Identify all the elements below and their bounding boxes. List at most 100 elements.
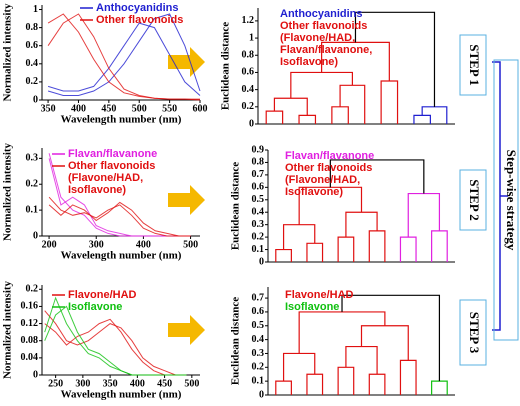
step-label: STEP 1 bbox=[467, 44, 482, 86]
cluster-label: Flavone/HAD bbox=[285, 289, 354, 301]
cluster-label: Other flavonoids (Flavone/HAD, Flavan/fl… bbox=[280, 20, 373, 68]
y-tick-label: 0.8 bbox=[26, 22, 39, 33]
y-tick-label: 0 bbox=[33, 94, 38, 105]
y-tick-label: 0 bbox=[33, 230, 38, 241]
dendrogram-link bbox=[407, 192, 441, 238]
dendrogram-link bbox=[431, 230, 448, 262]
cluster-label: Isoflavone bbox=[285, 301, 340, 313]
y-tick-label: 0.6 bbox=[26, 40, 39, 51]
y-axis-label: Normalized intensity bbox=[2, 280, 14, 379]
x-tick-label: 600 bbox=[193, 103, 208, 114]
step-label: STEP 2 bbox=[467, 179, 482, 221]
dendrogram-link bbox=[321, 41, 390, 82]
bracket bbox=[492, 61, 508, 331]
y-tick-label: 0.3 bbox=[252, 219, 265, 230]
spectrum-line bbox=[48, 196, 191, 237]
y-tick-label: 0.12 bbox=[21, 318, 39, 329]
dendrogram-link bbox=[306, 373, 324, 395]
dendrogram-link bbox=[331, 106, 349, 124]
y-tick-label: 0.3 bbox=[26, 153, 39, 164]
y-tick-label: 0.2 bbox=[26, 284, 39, 295]
x-tick-label: 300 bbox=[75, 378, 90, 389]
y-tick-label: 1 bbox=[249, 32, 254, 43]
y-tick-label: 0.2 bbox=[26, 76, 39, 87]
y-tick-label: 0.2 bbox=[252, 362, 265, 373]
spectrum-line bbox=[47, 13, 201, 101]
y-tick-label: 0.9 bbox=[252, 144, 265, 155]
y-axis-label: Euclidean distance bbox=[220, 22, 232, 110]
x-tick-label: 500 bbox=[184, 378, 199, 389]
x-tick-label: 450 bbox=[157, 378, 172, 389]
step-label: STEP 3 bbox=[467, 312, 482, 354]
legend-label: Isoflavone bbox=[68, 301, 123, 313]
dendrogram-link bbox=[399, 236, 417, 262]
x-tick-label: 450 bbox=[101, 103, 116, 114]
step-box bbox=[459, 169, 487, 231]
legend-label: Anthocyanidins bbox=[96, 2, 179, 14]
x-tick-label: 500 bbox=[183, 239, 198, 250]
dendrogram-link bbox=[275, 248, 292, 262]
y-axis-label: Normalized intensity bbox=[2, 142, 14, 241]
dendrogram-link bbox=[368, 373, 386, 395]
spectrum-line bbox=[47, 22, 201, 96]
dendrogram-link bbox=[282, 352, 316, 382]
dendrogram-link bbox=[345, 211, 378, 238]
y-tick-label: 0.4 bbox=[252, 207, 265, 218]
dendrogram-link bbox=[298, 114, 317, 124]
x-tick-label: 400 bbox=[71, 103, 86, 114]
y-tick-label: 0.6 bbox=[242, 67, 255, 78]
legend-label: Other flavonoids (Flavone/HAD, Isoflavon… bbox=[68, 160, 156, 196]
x-tick-label: 250 bbox=[48, 378, 63, 389]
dendrogram-link bbox=[337, 366, 355, 395]
y-tick-label: 0.2 bbox=[242, 101, 255, 112]
y-tick-label: 0.2 bbox=[26, 179, 39, 190]
dendrogram-link bbox=[345, 345, 378, 375]
arrows bbox=[168, 47, 205, 345]
arrow bbox=[168, 47, 205, 77]
y-tick-label: 0.8 bbox=[242, 50, 255, 61]
y-tick-label: 0 bbox=[259, 389, 264, 400]
y-tick-label: 0.1 bbox=[252, 375, 265, 386]
x-axis-label: Wavelength number (nm) bbox=[61, 389, 182, 401]
y-tick-label: 0.2 bbox=[252, 231, 265, 242]
y-tick-label: 1 bbox=[33, 4, 38, 15]
y-tick-label: 0.1 bbox=[26, 204, 39, 215]
y-tick-label: 0.4 bbox=[242, 84, 255, 95]
legend-label: Flavone/HAD bbox=[68, 289, 137, 301]
dendrogram-link bbox=[421, 106, 448, 124]
dendrogram-link bbox=[265, 110, 284, 124]
y-tick-label: 0.4 bbox=[26, 58, 39, 69]
y-tick-label: 0 bbox=[259, 256, 264, 267]
step-box bbox=[459, 299, 487, 366]
y-tick-label: 0.8 bbox=[252, 157, 265, 168]
y-tick-label: 0.08 bbox=[21, 335, 39, 346]
y-tick-label: 0 bbox=[33, 369, 38, 380]
y-tick-label: 0.7 bbox=[252, 292, 265, 303]
spectrum-line bbox=[47, 13, 201, 96]
dendrogram-link bbox=[282, 224, 316, 250]
dendrogram-link bbox=[360, 325, 409, 361]
x-axis-label: Wavelength number (nm) bbox=[61, 250, 182, 262]
dendrogram-link bbox=[306, 242, 324, 262]
cluster-label: Flavan/flavanone bbox=[285, 150, 375, 162]
legend-label: Other flavonoids bbox=[96, 14, 184, 26]
x-tick-label: 500 bbox=[132, 103, 147, 114]
cluster-label: Other flavonoids (Flavone/HAD, Isoflavon… bbox=[285, 162, 373, 198]
y-axis-label: Euclidean distance bbox=[230, 162, 242, 250]
y-tick-label: 0.4 bbox=[252, 334, 265, 345]
y-tick-label: 0.6 bbox=[252, 306, 265, 317]
spectrum-line bbox=[44, 318, 187, 376]
x-tick-label: 200 bbox=[42, 239, 57, 250]
y-tick-label: 0.3 bbox=[252, 348, 265, 359]
y-tick-label: 0.7 bbox=[252, 169, 265, 180]
dendrogram-link bbox=[339, 84, 366, 124]
dendrogram-link bbox=[431, 380, 448, 395]
arrow bbox=[168, 315, 205, 345]
dendrogram-link bbox=[273, 97, 308, 116]
dendrogram-link bbox=[368, 230, 386, 262]
dendrogram-link bbox=[413, 114, 431, 124]
y-tick-label: 0.5 bbox=[252, 320, 265, 331]
arrow bbox=[168, 185, 205, 215]
